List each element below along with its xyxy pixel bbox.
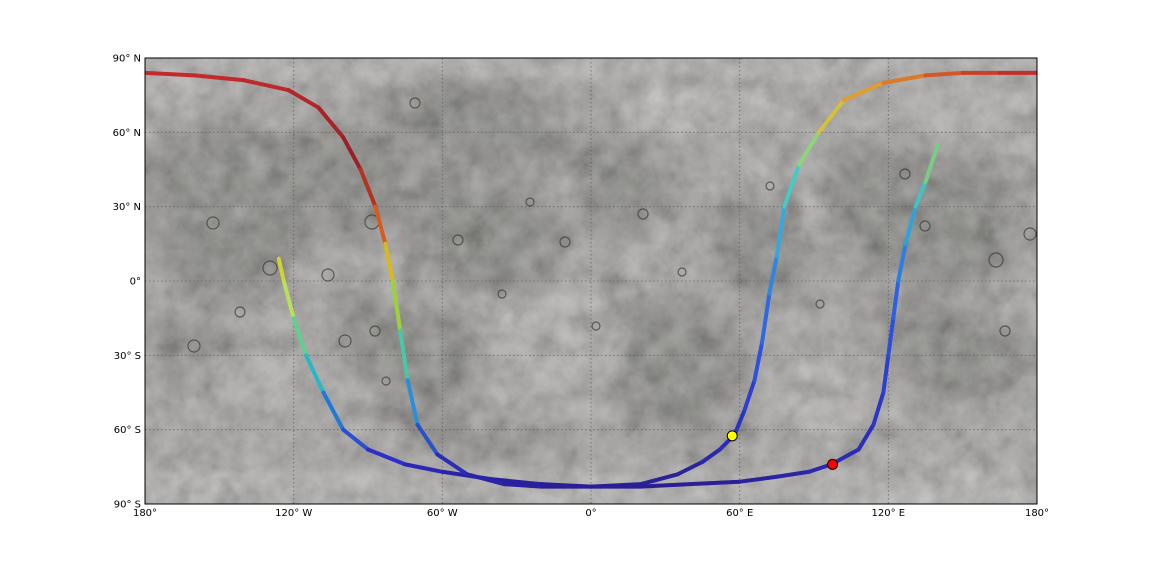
lon-tick-label-prime: 0° xyxy=(585,508,596,519)
latitude-tick-labels: 90° N 60° N 30° N 0° 30° S 60° S 90° S xyxy=(113,54,141,511)
track-piece xyxy=(373,204,388,246)
track-segment-2 xyxy=(732,70,1037,437)
track-piece xyxy=(242,78,291,93)
lat-tick-label-90s: 90° S xyxy=(114,500,141,511)
surface-texture xyxy=(145,58,1037,504)
lon-tick-label-120w: 120° W xyxy=(275,508,312,519)
track-piece xyxy=(742,378,757,412)
track-piece xyxy=(774,469,812,479)
track-piece xyxy=(797,130,821,167)
track-piece xyxy=(286,88,321,110)
track-piece xyxy=(390,279,403,333)
track-piece xyxy=(281,279,296,321)
track-piece xyxy=(321,390,346,432)
lon-tick-label-180w: 180° xyxy=(133,508,157,519)
track-piece xyxy=(276,256,286,283)
track-piece xyxy=(502,482,544,489)
track-piece xyxy=(405,378,420,427)
track-piece xyxy=(358,167,378,209)
track-piece xyxy=(435,452,470,477)
track-piece xyxy=(856,422,876,452)
track-piece xyxy=(913,179,928,209)
track-piece xyxy=(891,279,901,321)
track-piece xyxy=(903,204,918,246)
track-piece xyxy=(782,162,802,209)
map-frame xyxy=(144,57,1038,505)
lat-tick-label-equator: 0° xyxy=(130,277,141,288)
track-piece xyxy=(675,459,705,477)
lat-tick-label-60n: 60° N xyxy=(113,128,141,139)
track-piece xyxy=(732,407,747,437)
longitude-tick-labels: 180° 120° W 60° W 0° 60° E 120° E 180° xyxy=(133,508,1049,519)
track-piece xyxy=(752,340,764,383)
track-piece xyxy=(341,135,363,172)
end-marker xyxy=(827,458,839,470)
track-piece xyxy=(896,241,908,283)
track-segment-3 xyxy=(145,70,834,489)
track-piece xyxy=(489,477,544,487)
track-piece xyxy=(881,353,891,395)
track-piece xyxy=(923,142,940,184)
track-piece xyxy=(403,462,445,474)
lon-tick-label-180e: 180° xyxy=(1025,508,1049,519)
lat-tick-label-30s: 30° S xyxy=(114,351,141,362)
track-piece xyxy=(688,479,742,487)
track-piece xyxy=(398,328,410,383)
track-piece xyxy=(192,73,247,83)
track-piece xyxy=(774,204,787,259)
start-marker xyxy=(726,430,738,442)
track-piece xyxy=(383,241,395,283)
track-piece xyxy=(341,427,370,452)
track-piece xyxy=(465,472,507,487)
track-piece xyxy=(737,474,779,484)
lon-tick-label-120e: 120° E xyxy=(872,508,906,519)
track-piece xyxy=(638,482,693,489)
track-piece xyxy=(291,316,309,358)
track-piece xyxy=(366,447,408,467)
track-piece xyxy=(886,316,896,358)
lat-tick-label-30n: 30° N xyxy=(113,202,141,213)
track-piece xyxy=(923,70,965,78)
track-piece xyxy=(145,70,197,78)
graticule xyxy=(145,58,1037,504)
ground-track xyxy=(145,70,1037,489)
track-piece xyxy=(816,98,846,135)
track-piece xyxy=(871,390,886,427)
track-piece xyxy=(767,254,779,296)
track-piece xyxy=(759,291,772,345)
track-markers xyxy=(726,430,839,470)
track-piece xyxy=(638,472,680,487)
lon-tick-label-60w: 60° W xyxy=(427,508,458,519)
lat-tick-label-90n: 90° N xyxy=(113,54,141,65)
lon-tick-label-60e: 60° E xyxy=(726,508,753,519)
track-piece xyxy=(304,353,326,395)
track-piece xyxy=(841,80,886,103)
track-piece xyxy=(316,105,346,140)
track-segment-4 xyxy=(829,142,940,467)
track-piece xyxy=(415,422,440,457)
track-piece xyxy=(881,73,928,85)
lat-tick-label-60s: 60° S xyxy=(114,425,141,436)
track-piece xyxy=(700,447,722,464)
